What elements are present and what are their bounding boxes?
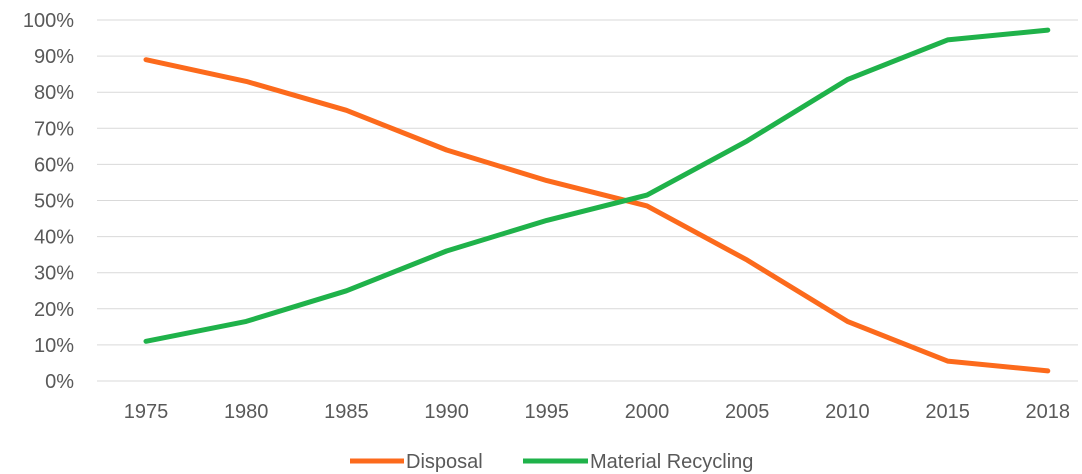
y-gridlines [97, 19, 1078, 382]
x-tick-label: 1980 [224, 401, 269, 423]
x-tick-label: 1990 [424, 401, 469, 423]
y-tick-label: 20% [34, 299, 74, 321]
y-tick-label: 30% [34, 263, 74, 285]
y-tick-label: 0% [45, 371, 74, 393]
x-tick-label: 2005 [725, 401, 770, 423]
y-tick-label: 60% [34, 154, 74, 176]
x-tick-label: 1975 [124, 401, 169, 423]
y-tick-label: 10% [34, 335, 74, 357]
x-tick-label: 2015 [925, 401, 970, 423]
y-tick-label: 80% [34, 82, 74, 104]
x-tick-label: 1995 [525, 401, 570, 423]
x-tick-label: 2000 [625, 401, 670, 423]
y-tick-label: 100% [23, 10, 74, 32]
series-line-disposal [143, 57, 1051, 374]
y-tick-label: 40% [34, 227, 74, 249]
y-tick-label: 50% [34, 191, 74, 213]
y-axis-labels: 0% 10% 20% 30% 40% 50% 60% 70% 80% 90% 100% [23, 10, 74, 393]
x-axis-labels: 1975 1980 1985 1990 1995 2000 2005 2010 2015 2018 [124, 401, 1070, 423]
y-tick-label: 90% [34, 46, 74, 68]
x-tick-label: 2010 [825, 401, 870, 423]
y-tick-label: 70% [34, 118, 74, 140]
legend: Disposal Material Recycling [350, 451, 753, 473]
legend-label: Disposal [406, 451, 483, 473]
legend-label: Material Recycling [590, 451, 753, 473]
x-tick-label: 2018 [1026, 401, 1071, 423]
series-line-material-recycling [143, 27, 1051, 344]
x-tick-label: 1985 [324, 401, 369, 423]
